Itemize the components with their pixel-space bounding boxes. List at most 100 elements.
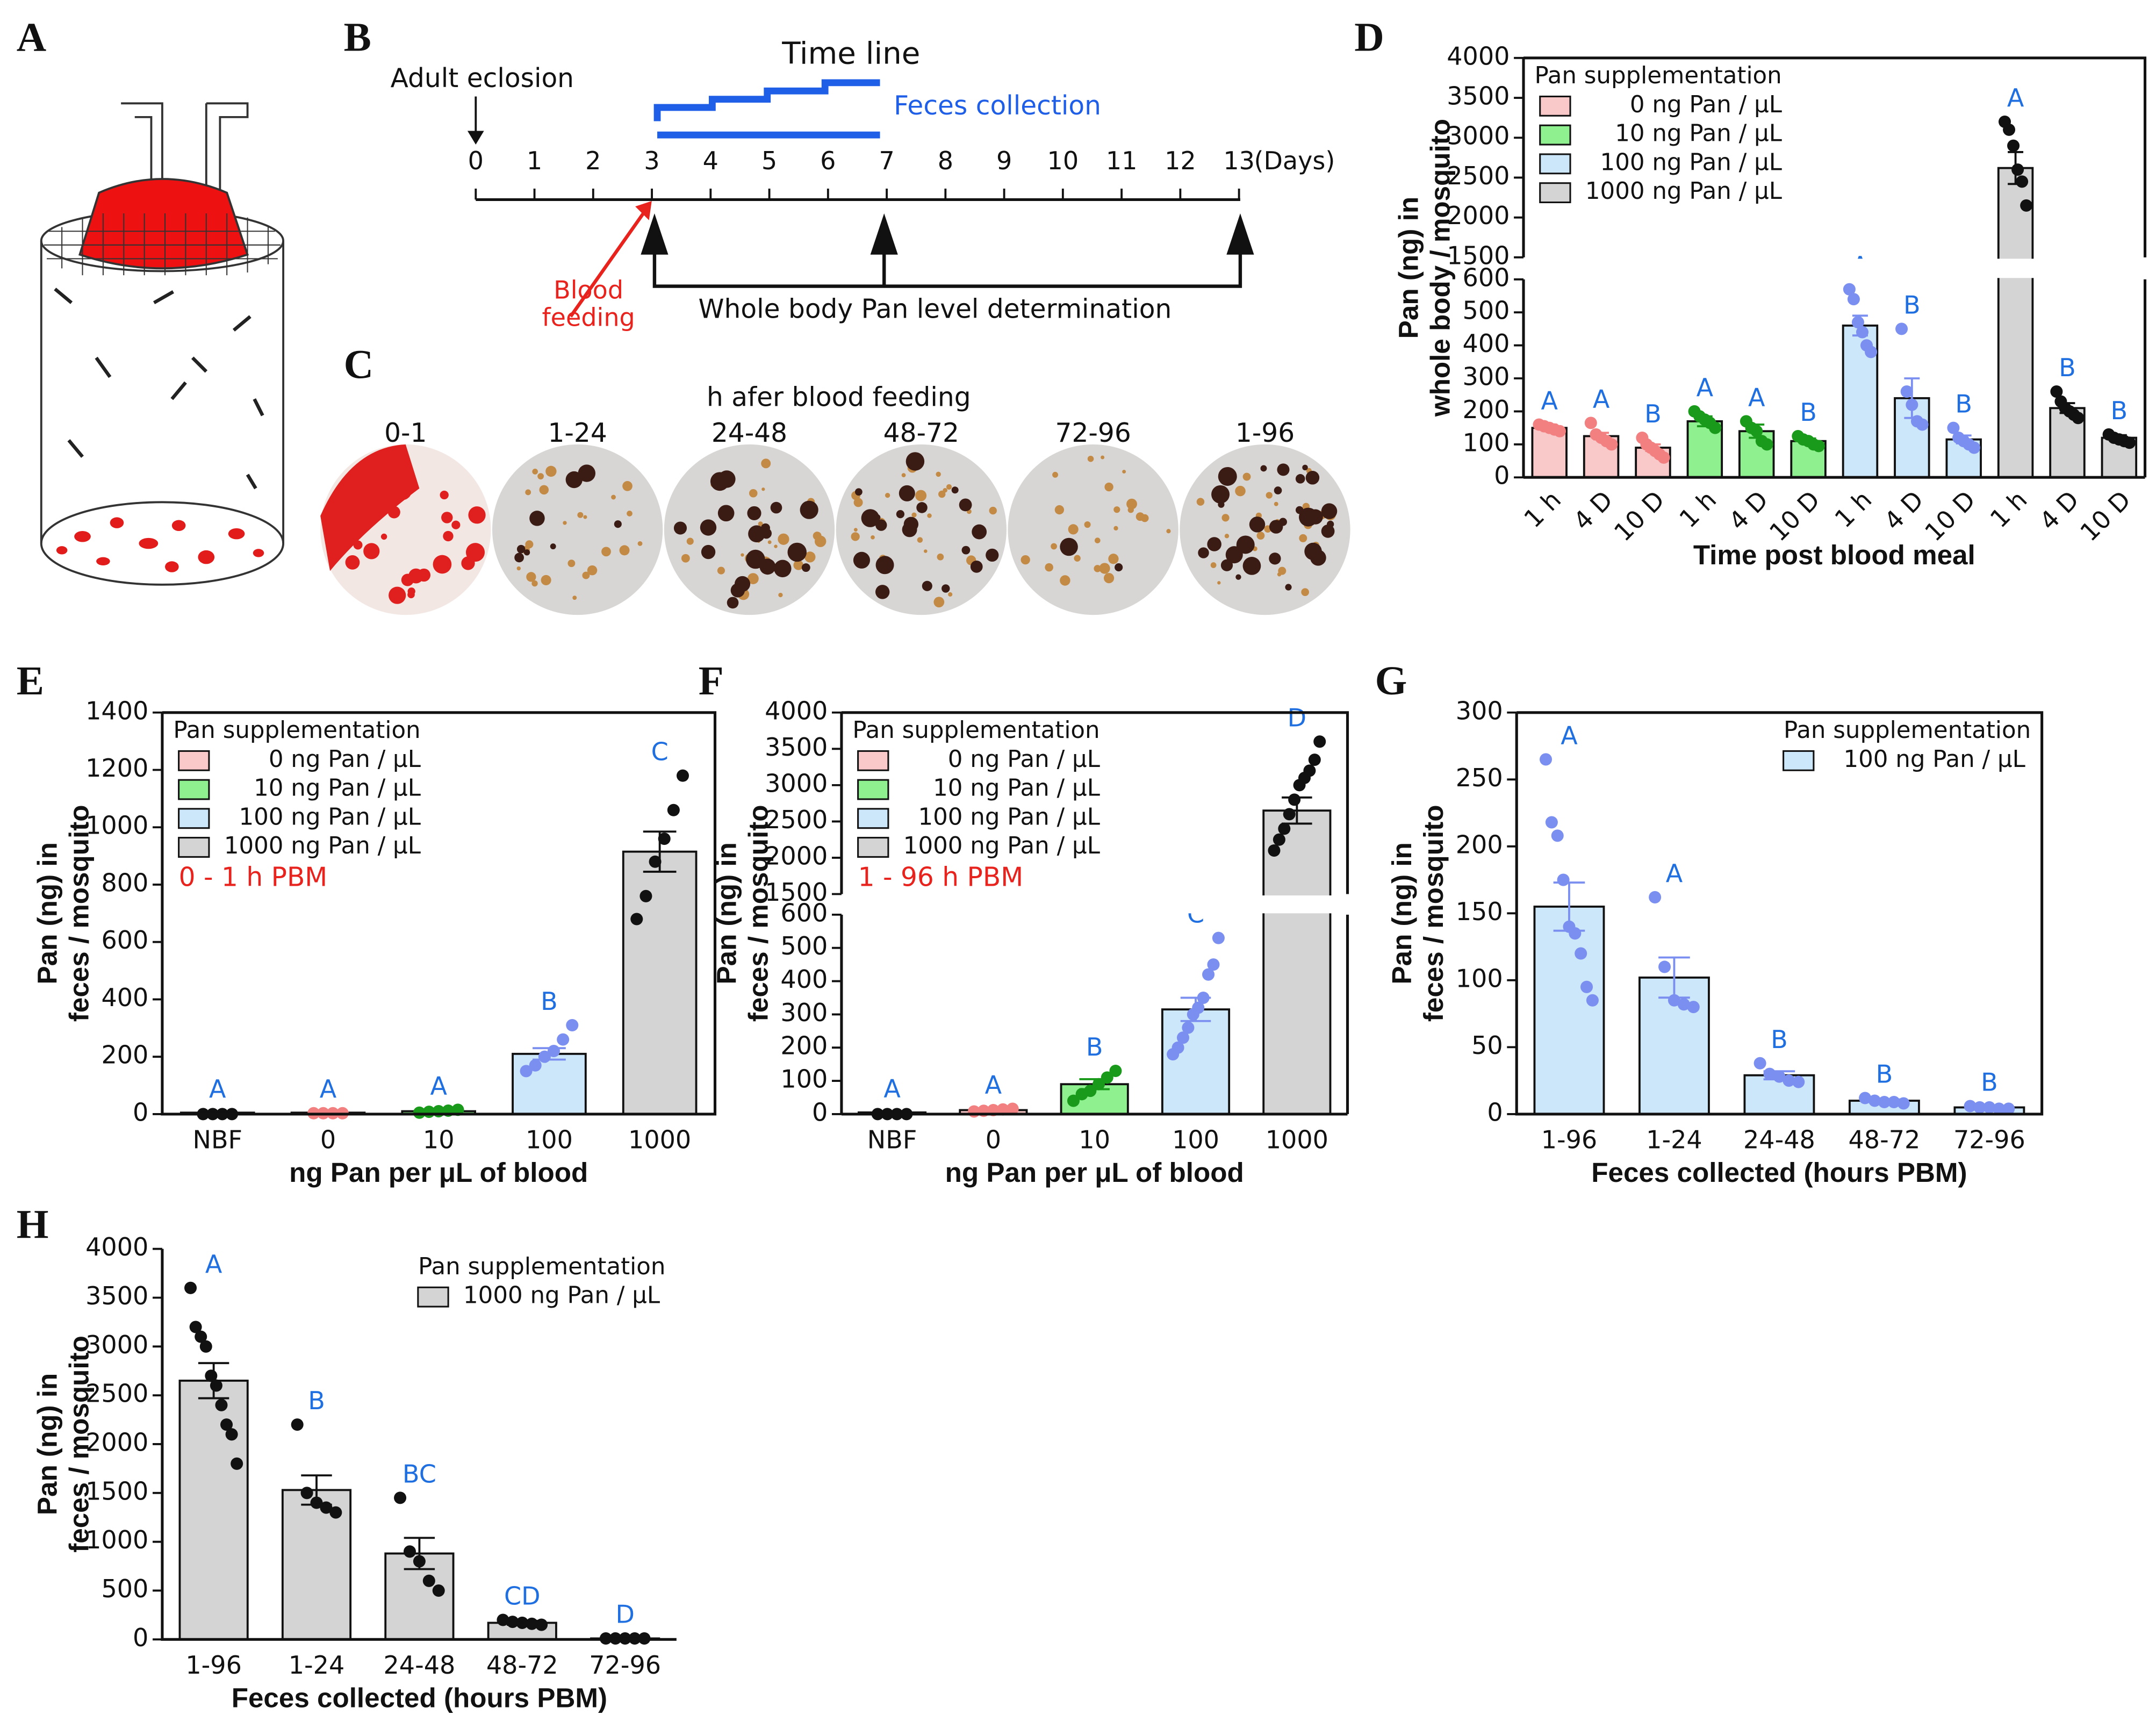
- data-point: [432, 1584, 445, 1597]
- bar: [512, 1052, 587, 1115]
- feces-spot: [529, 511, 545, 526]
- feces-spot: [933, 597, 945, 608]
- feces-spot: [1242, 557, 1261, 575]
- feces-spot: [1054, 505, 1065, 515]
- y-axis-label: Pan (ng) in: [1393, 197, 1424, 339]
- axis: [840, 711, 1349, 1116]
- data-point: [1545, 816, 1558, 829]
- legend-title: Pan supplementation: [1784, 717, 2031, 744]
- annotation: 1 - 96 h PBM: [858, 862, 1024, 892]
- feces-spot: [1235, 485, 1246, 497]
- y-axis-label: whole body / mosquito: [1425, 119, 1456, 417]
- data-point: [649, 855, 662, 868]
- feces-spot: [1166, 529, 1171, 534]
- y-tick-label: 1400: [85, 696, 148, 725]
- data-point: [639, 889, 652, 902]
- data-point: [1288, 793, 1301, 806]
- feces-spot: [1224, 534, 1230, 539]
- x-tick-label: 1-96: [185, 1651, 242, 1680]
- y-tick-label: 250: [1456, 763, 1503, 792]
- y-tick-label: 3000: [765, 769, 828, 798]
- feces-spot: [853, 556, 863, 565]
- data-point: [1868, 1094, 1881, 1107]
- image-label: 1-96: [1235, 418, 1295, 448]
- feces-spot: [943, 487, 947, 493]
- feces-spot: [614, 520, 622, 528]
- image-label: 1-24: [548, 418, 607, 448]
- data-point: [1900, 385, 1913, 398]
- feces-spot: [1068, 524, 1079, 535]
- feces-spot: [1220, 559, 1233, 571]
- feces-spot: [567, 559, 576, 568]
- data-point: [630, 913, 643, 926]
- feces-spot: [749, 489, 758, 498]
- feces-spot: [380, 533, 387, 540]
- significance-letter: A: [1593, 384, 1610, 413]
- data-point: [1303, 764, 1316, 777]
- y-axis-label: feces / mosquito: [1418, 805, 1449, 1022]
- feces-spot: [353, 506, 361, 514]
- timeline-label: Blood: [554, 275, 623, 304]
- feces-spot: [539, 485, 549, 495]
- x-tick-label: 1 h: [1829, 485, 1878, 533]
- feces-spot: [814, 535, 827, 547]
- feces-spot: [896, 510, 905, 519]
- data-point: [1843, 283, 1856, 296]
- bar: [1533, 905, 1605, 1115]
- feces-spot: [1285, 584, 1292, 591]
- feces-spot: [611, 494, 616, 500]
- x-tick-label: 100: [1172, 1125, 1219, 1154]
- feces-spot: [901, 473, 906, 478]
- feces-spot: [1321, 503, 1338, 519]
- feces-spot: [673, 521, 687, 535]
- data-point: [422, 1574, 435, 1587]
- data-point: [1557, 873, 1570, 886]
- y-tick-label: 3500: [1447, 82, 1510, 111]
- day-label: 12: [1165, 146, 1196, 175]
- feces-spot: [710, 472, 729, 491]
- feces-spot: [1103, 573, 1115, 584]
- significance-letter: D: [615, 1600, 634, 1629]
- day-label: 7: [879, 146, 894, 175]
- data-point: [2003, 123, 2016, 136]
- feces-spot: [770, 501, 782, 514]
- x-axis-label: Time post blood meal: [1693, 540, 1975, 570]
- day-label: 0: [468, 146, 484, 175]
- x-tick-label: 72-96: [1953, 1125, 2025, 1154]
- feces-spot: [407, 591, 415, 599]
- significance-letter: A: [2007, 83, 2024, 112]
- feces-spot: [793, 560, 803, 570]
- feces-spot: [1221, 514, 1230, 522]
- y-tick-label: 1500: [85, 1476, 148, 1505]
- feces-spot: [774, 544, 778, 548]
- x-tick-label: 48-72: [486, 1651, 558, 1680]
- data-point: [1973, 1101, 1986, 1114]
- data-point: [1067, 1094, 1080, 1107]
- y-axis-label: feces / mosquito: [63, 805, 94, 1022]
- y-tick-label: 2500: [85, 1379, 148, 1408]
- feces-spot: [853, 498, 863, 507]
- y-tick-label: 2000: [85, 1427, 148, 1457]
- x-tick-label: 10: [423, 1125, 455, 1154]
- feces-spot: [942, 584, 950, 593]
- feces-spot: [854, 488, 863, 496]
- feces-spot: [468, 506, 486, 524]
- legend-swatch: [1539, 124, 1571, 146]
- y-tick-label: 100: [780, 1065, 828, 1094]
- y-axis-label: Pan (ng) in: [1386, 842, 1417, 984]
- panel-letter: B: [344, 15, 371, 60]
- feces-spot: [440, 490, 449, 500]
- y-tick-label: 200: [780, 1031, 828, 1060]
- significance-letter: CD: [504, 1582, 541, 1611]
- legend-swatch: [417, 1286, 449, 1308]
- significance-letter: A: [1666, 859, 1683, 888]
- x-tick-label: 1 h: [1673, 485, 1722, 533]
- feces-spot: [730, 583, 745, 598]
- feces-spot: [1260, 465, 1267, 472]
- feces-spot: [767, 540, 772, 544]
- feces-spot: [874, 514, 881, 521]
- feces-spot: [393, 481, 412, 500]
- y-tick-label: 2500: [765, 805, 828, 834]
- feces-spot: [1242, 472, 1251, 481]
- y-tick-label: 600: [1463, 263, 1510, 292]
